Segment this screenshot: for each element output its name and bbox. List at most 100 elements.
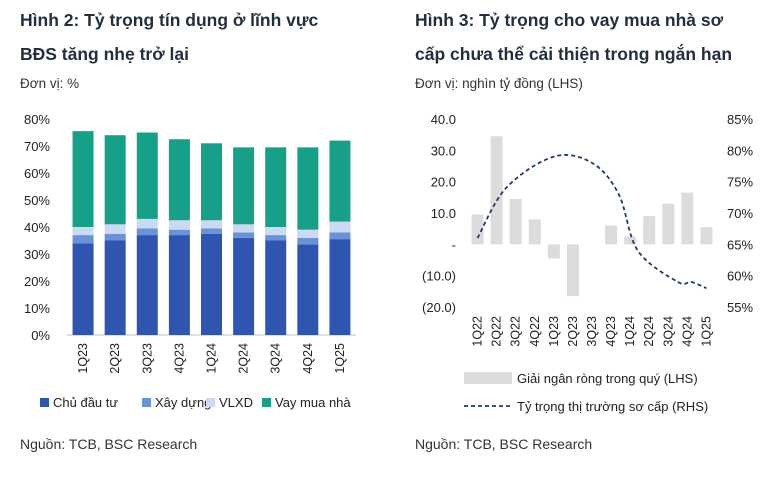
right-y-left-tick-label: (10.0) bbox=[422, 269, 456, 284]
left-bar-segment bbox=[72, 131, 94, 227]
left-bar-segment bbox=[104, 233, 126, 241]
left-bar-segment bbox=[104, 135, 126, 225]
left-bar-segment bbox=[329, 232, 351, 240]
right-y-right-tick-label: 70% bbox=[727, 206, 753, 221]
left-bar-segment bbox=[201, 233, 222, 335]
left-bar-segment bbox=[168, 229, 190, 236]
right-bar bbox=[566, 244, 579, 297]
left-bar-segment bbox=[233, 147, 255, 225]
right-y-right-tick-label: 55% bbox=[727, 300, 753, 315]
left-bar-segment bbox=[297, 147, 319, 230]
right-y-left-tick-label: 40.0 bbox=[431, 112, 456, 127]
left-bar-segment bbox=[168, 235, 190, 335]
right-legend-line-label: Tỷ trọng thị trường sơ cấp (RHS) bbox=[517, 399, 708, 414]
left-x-tick-label: 1Q23 bbox=[76, 343, 90, 374]
left-bar-segment bbox=[72, 243, 94, 335]
right-bar bbox=[662, 203, 675, 245]
right-y-right-tick-label: 75% bbox=[727, 175, 753, 190]
left-y-tick-label: 40% bbox=[24, 220, 50, 235]
right-y-right-tick-label: 65% bbox=[727, 237, 753, 252]
left-bar-segment bbox=[233, 224, 255, 233]
left-bar-segment bbox=[136, 235, 158, 335]
left-bar-segment bbox=[297, 237, 319, 245]
left-bar-segment bbox=[329, 239, 351, 335]
right-y-left-tick-label: 30.0 bbox=[431, 143, 456, 158]
left-legend-label: VLXD bbox=[219, 395, 253, 410]
left-bar-segment bbox=[265, 240, 287, 335]
right-x-tick-label: 3Q24 bbox=[661, 316, 675, 347]
left-legend-swatch bbox=[142, 398, 151, 407]
left-x-tick-label: 4Q23 bbox=[172, 343, 186, 374]
right-bar bbox=[681, 192, 694, 245]
left-x-tick-label: 3Q24 bbox=[269, 343, 283, 374]
left-bar-segment bbox=[104, 240, 126, 335]
right-x-tick-label: 2Q22 bbox=[490, 316, 504, 347]
left-bar-segment bbox=[72, 227, 94, 236]
left-y-tick-label: 80% bbox=[24, 112, 50, 127]
right-chart-title-line2: cấp chưa thể cải thiện trong ngắn hạn bbox=[415, 44, 733, 64]
left-bar-segment bbox=[168, 139, 190, 221]
right-legend-bar-label: Giải ngân ròng trong quý (LHS) bbox=[517, 371, 698, 386]
right-bar bbox=[471, 214, 484, 245]
right-y-left-tick-label: 10.0 bbox=[431, 206, 456, 221]
left-bar-segment bbox=[297, 244, 319, 335]
right-x-tick-label: 1Q25 bbox=[699, 316, 713, 347]
right-y-left-tick-label: - bbox=[452, 237, 456, 252]
left-bar-segment bbox=[265, 227, 287, 236]
right-bar bbox=[547, 244, 560, 259]
left-y-tick-label: 50% bbox=[24, 193, 50, 208]
left-x-tick-label: 2Q24 bbox=[237, 343, 251, 374]
right-bar bbox=[509, 198, 522, 245]
right-x-tick-label: 1Q22 bbox=[471, 316, 485, 347]
left-y-tick-label: 10% bbox=[24, 301, 50, 316]
left-legend-swatch bbox=[40, 398, 49, 407]
left-x-tick-label: 1Q24 bbox=[205, 343, 219, 374]
left-bar-segment bbox=[233, 237, 255, 335]
left-x-tick-label: 3Q23 bbox=[140, 343, 154, 374]
left-legend-label: Vay mua nhà bbox=[275, 395, 351, 410]
left-bar-segment bbox=[136, 228, 158, 236]
left-bar-segment bbox=[72, 235, 94, 244]
right-x-tick-label: 1Q24 bbox=[623, 316, 637, 347]
right-y-right-tick-label: 80% bbox=[727, 143, 753, 158]
right-bar bbox=[643, 216, 656, 245]
left-bar-segment bbox=[201, 228, 222, 234]
left-bar-segment bbox=[104, 224, 126, 234]
left-x-tick-label: 1Q25 bbox=[333, 343, 347, 374]
left-bar-segment bbox=[329, 140, 351, 222]
left-y-tick-label: 0% bbox=[31, 328, 50, 343]
left-y-tick-label: 30% bbox=[24, 247, 50, 262]
left-chart-title-line1: Hình 2: Tỷ trọng tín dụng ở lĩnh vực bbox=[20, 10, 319, 30]
left-y-tick-label: 20% bbox=[24, 274, 50, 289]
right-x-tick-label: 1Q23 bbox=[547, 316, 561, 347]
right-x-tick-label: 3Q23 bbox=[585, 316, 599, 347]
left-legend-swatch bbox=[206, 398, 215, 407]
left-bar-segment bbox=[233, 232, 255, 238]
right-y-left-tick-label: (20.0) bbox=[422, 300, 456, 315]
right-x-tick-label: 2Q24 bbox=[642, 316, 656, 347]
right-bar bbox=[490, 136, 503, 245]
left-bar-segment bbox=[297, 229, 319, 238]
right-y-left-tick-label: 20.0 bbox=[431, 175, 456, 190]
right-chart-source: Nguồn: TCB, BSC Research bbox=[415, 436, 593, 452]
left-bar-segment bbox=[136, 218, 158, 229]
left-chart-source: Nguồn: TCB, BSC Research bbox=[20, 436, 198, 452]
left-chart-unit: Đơn vị: % bbox=[20, 76, 80, 91]
right-chart-title-line1: Hình 3: Tỷ trọng cho vay mua nhà sơ bbox=[415, 10, 724, 30]
left-legend-label: Chủ đầu tư bbox=[53, 395, 118, 410]
right-legend-bar-swatch bbox=[464, 372, 512, 384]
left-bar-segment bbox=[201, 220, 222, 229]
left-bar-segment bbox=[168, 220, 190, 230]
right-bar bbox=[700, 227, 713, 245]
right-x-tick-label: 3Q22 bbox=[509, 316, 523, 347]
left-bar-segment bbox=[329, 221, 351, 233]
right-x-tick-label: 4Q24 bbox=[680, 316, 694, 347]
left-chart-title-line2: BĐS tăng nhẹ trở lại bbox=[20, 44, 189, 64]
right-bar bbox=[624, 236, 637, 245]
left-bar-segment bbox=[265, 147, 287, 227]
right-y-right-tick-label: 60% bbox=[727, 269, 753, 284]
right-x-tick-label: 4Q23 bbox=[604, 316, 618, 347]
left-bar-segment bbox=[136, 132, 158, 219]
left-y-tick-label: 60% bbox=[24, 166, 50, 181]
